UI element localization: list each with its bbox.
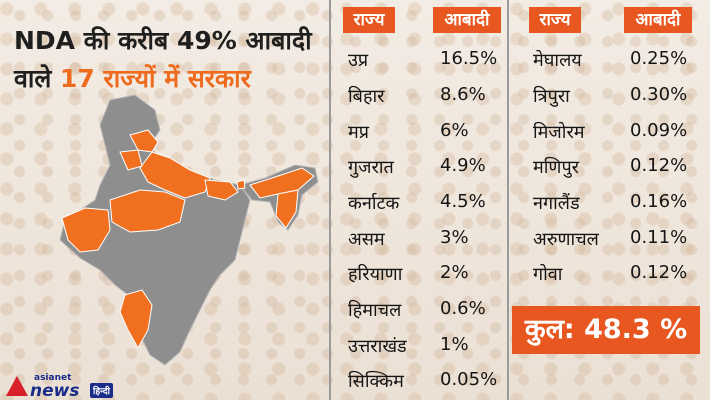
table1-pop: 16.5% bbox=[440, 48, 498, 69]
logo-language: हिन्दी bbox=[90, 383, 114, 398]
table2-pop: 0.12% bbox=[630, 155, 688, 176]
state-assam bbox=[249, 167, 315, 199]
table1-state: बिहार bbox=[348, 86, 385, 107]
state-sikkim bbox=[236, 179, 246, 190]
table1-pop: 2% bbox=[440, 262, 469, 283]
divider-left bbox=[329, 0, 331, 400]
divider-middle bbox=[507, 0, 509, 400]
state-himachal-uttarakhand bbox=[129, 129, 159, 153]
headline-line-1: NDA की करीब 49% आबादी bbox=[14, 26, 312, 55]
table1-pop: 4.9% bbox=[440, 155, 486, 176]
table1-pop: 4.5% bbox=[440, 191, 486, 212]
table1-pop: 6% bbox=[440, 120, 469, 141]
table2-state: त्रिपुरा bbox=[533, 86, 570, 107]
table2-header-pop: आबादी bbox=[624, 7, 692, 33]
state-mp bbox=[109, 189, 186, 233]
table2-state: नगालैंड bbox=[533, 193, 580, 214]
table2-state: गोवा bbox=[533, 264, 563, 285]
state-up bbox=[139, 151, 211, 199]
table2-pop: 0.16% bbox=[630, 191, 688, 212]
headline-line-2: वाले 17 राज्यों में सरकार bbox=[14, 60, 334, 98]
table1-state: हरियाणा bbox=[348, 264, 403, 285]
headline: NDA की करीब 49% आबादी वाले 17 राज्यों मे… bbox=[14, 22, 334, 98]
table2-pop: 0.09% bbox=[630, 120, 688, 141]
table1-state: गुजरात bbox=[348, 157, 394, 178]
logo-brand-main: news bbox=[30, 381, 80, 400]
table1-state: उत्तराखंड bbox=[348, 336, 407, 357]
india-map bbox=[59, 94, 319, 366]
table1-state: असम bbox=[348, 229, 385, 250]
table2-state: मेघालय bbox=[533, 50, 582, 71]
state-northeast-small bbox=[275, 189, 299, 229]
table1-pop: 0.05% bbox=[440, 369, 498, 390]
table2-header-state: राज्य bbox=[529, 7, 581, 33]
table2-pop: 0.25% bbox=[630, 48, 688, 69]
table2-state: मणिपुर bbox=[533, 157, 580, 178]
table1-pop: 1% bbox=[440, 334, 469, 355]
table2-pop: 0.11% bbox=[630, 227, 688, 248]
table1-state: कर्नाटक bbox=[348, 193, 400, 214]
table1-header-state: राज्य bbox=[343, 7, 395, 33]
state-gujarat bbox=[61, 207, 111, 253]
table1-state: उप्र bbox=[348, 50, 369, 71]
table1-state: हिमाचल bbox=[348, 300, 402, 321]
table1-pop: 0.6% bbox=[440, 298, 486, 319]
headline-line-2-prefix: वाले bbox=[14, 64, 61, 93]
table1-pop: 3% bbox=[440, 227, 469, 248]
table2-state: मिजोरम bbox=[533, 122, 585, 143]
table2-pop: 0.12% bbox=[630, 262, 688, 283]
logo-brand-top: asianet bbox=[34, 373, 72, 383]
table2-pop: 0.30% bbox=[630, 84, 688, 105]
headline-highlight: 17 राज्यों में सरकार bbox=[60, 64, 251, 93]
state-haryana bbox=[119, 149, 143, 171]
logo-mark-icon bbox=[6, 376, 28, 396]
state-bihar bbox=[204, 179, 239, 201]
table1-pop: 8.6% bbox=[440, 84, 486, 105]
total-badge: कुल: 48.3 % bbox=[512, 306, 700, 354]
asianet-news-logo: asianet news हिन्दी bbox=[4, 372, 122, 400]
table1-state: मप्र bbox=[348, 122, 370, 143]
table1-state: सिक्किम bbox=[348, 371, 404, 392]
table1-header-pop: आबादी bbox=[433, 7, 501, 33]
table2-state: अरुणाचल bbox=[533, 229, 599, 250]
state-karnataka bbox=[119, 289, 153, 350]
